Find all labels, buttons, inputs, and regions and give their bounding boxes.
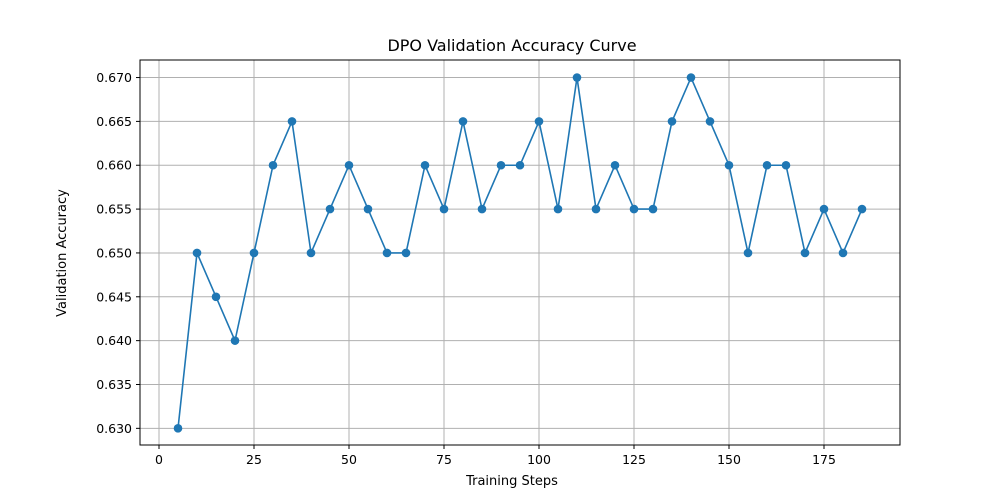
data-point: [496, 160, 506, 170]
data-point: [458, 117, 468, 126]
series-layer: [173, 73, 867, 433]
data-point: [667, 117, 677, 126]
data-point: [192, 248, 202, 258]
y-tick-label: 0.645: [96, 289, 132, 304]
data-point: [553, 204, 563, 214]
x-tick-label: 75: [436, 452, 452, 467]
data-point: [325, 204, 335, 214]
x-axis-label: Training Steps: [465, 474, 558, 489]
data-point: [743, 248, 753, 258]
data-point: [724, 160, 734, 170]
data-point: [781, 160, 791, 170]
data-point: [344, 160, 354, 170]
data-point: [439, 204, 449, 214]
data-point: [230, 336, 240, 345]
x-tick-label: 125: [622, 452, 646, 467]
x-axis: 0 25 50 75 100 125 150 175: [155, 445, 836, 467]
data-point: [249, 248, 259, 258]
data-point: [591, 204, 601, 214]
y-tick-label: 0.670: [96, 70, 132, 85]
data-point: [629, 204, 639, 214]
x-tick-label: 0: [155, 452, 163, 467]
y-tick-label: 0.630: [96, 421, 132, 436]
y-tick-label: 0.640: [96, 333, 132, 348]
data-point: [857, 204, 867, 214]
y-tick-label: 0.650: [96, 245, 132, 260]
data-point: [800, 248, 810, 258]
x-tick-label: 175: [812, 452, 836, 467]
data-point: [705, 117, 715, 126]
y-tick-label: 0.655: [96, 202, 132, 217]
x-tick-label: 50: [341, 452, 357, 467]
data-point: [534, 117, 544, 126]
data-point: [819, 204, 829, 214]
data-point: [762, 160, 772, 170]
data-point: [515, 160, 525, 170]
grid: [140, 60, 900, 445]
x-tick-label: 150: [717, 452, 741, 467]
data-point: [420, 160, 430, 170]
y-tick-label: 0.635: [96, 377, 132, 392]
data-point: [838, 248, 848, 258]
chart-title: DPO Validation Accuracy Curve: [387, 36, 636, 55]
data-point: [306, 248, 316, 258]
x-tick-label: 100: [527, 452, 551, 467]
data-point: [686, 73, 696, 82]
x-tick-label: 25: [246, 452, 262, 467]
data-point: [173, 424, 183, 433]
data-point: [363, 204, 373, 214]
data-point: [287, 117, 297, 126]
data-point: [268, 160, 278, 170]
data-point: [610, 160, 620, 170]
data-point: [382, 248, 392, 258]
data-point: [648, 204, 658, 214]
y-tick-label: 0.665: [96, 114, 132, 129]
y-axis: 0.630 0.635 0.640 0.645 0.650 0.655 0.660 0.665…: [96, 70, 140, 436]
data-point: [211, 292, 221, 302]
y-axis-label: Validation Accuracy: [55, 189, 70, 317]
data-point: [477, 204, 487, 214]
y-tick-label: 0.660: [96, 158, 132, 173]
data-point: [572, 73, 582, 82]
data-point: [401, 248, 411, 258]
